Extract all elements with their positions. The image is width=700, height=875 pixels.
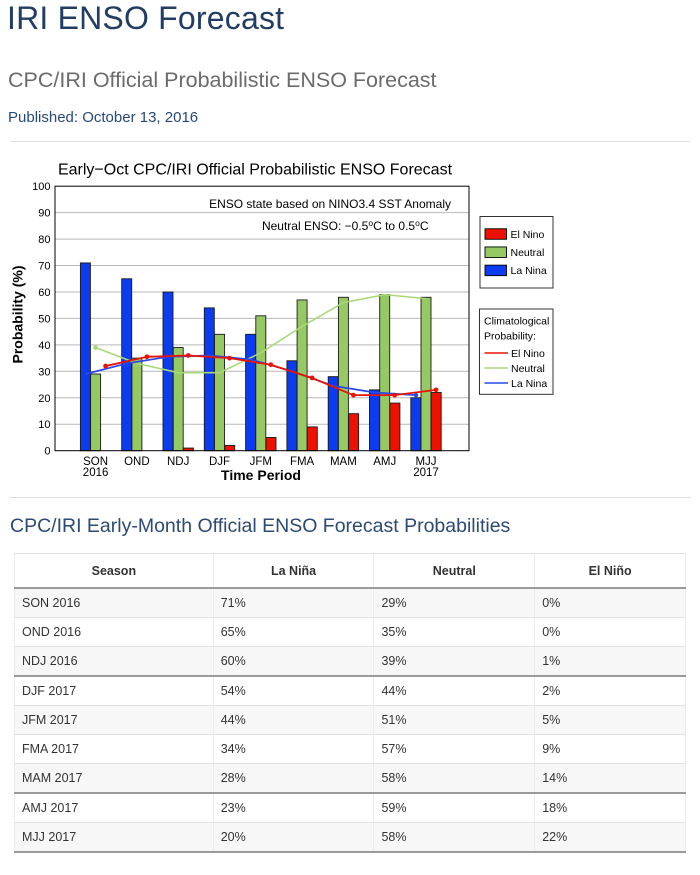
- svg-text:0: 0: [44, 446, 50, 458]
- svg-text:JFM: JFM: [250, 456, 272, 468]
- svg-text:MAM: MAM: [330, 456, 357, 468]
- svg-text:70: 70: [38, 261, 50, 273]
- svg-text:SON: SON: [83, 456, 108, 468]
- svg-text:2016: 2016: [83, 467, 109, 479]
- svg-text:AMJ: AMJ: [373, 456, 396, 468]
- svg-text:40: 40: [38, 340, 50, 352]
- svg-text:OND: OND: [124, 456, 150, 468]
- svg-text:90: 90: [38, 208, 50, 220]
- svg-text:Time Period: Time Period: [221, 467, 301, 483]
- svg-text:MJJ: MJJ: [415, 456, 436, 468]
- svg-text:NDJ: NDJ: [167, 456, 189, 468]
- svg-text:Neutral: Neutral: [511, 247, 545, 259]
- svg-text:60: 60: [38, 287, 50, 299]
- svg-text:10: 10: [38, 419, 50, 431]
- svg-text:Probability:: Probability:: [484, 331, 536, 343]
- svg-text:El Nino: El Nino: [511, 348, 545, 360]
- svg-text:Neutral ENSO: −0.5oC to 0.5oC: Neutral ENSO: −0.5oC to 0.5oC: [262, 218, 429, 233]
- svg-text:50: 50: [38, 313, 50, 325]
- svg-text:El Nino: El Nino: [511, 229, 545, 241]
- svg-text:80: 80: [38, 234, 50, 246]
- svg-text:Climatological: Climatological: [484, 316, 549, 328]
- svg-text:FMA: FMA: [290, 456, 315, 468]
- svg-text:DJF: DJF: [209, 456, 230, 468]
- svg-text:Neutral: Neutral: [511, 363, 545, 375]
- svg-text:30: 30: [38, 366, 50, 378]
- svg-text:2017: 2017: [413, 467, 439, 479]
- svg-text:Early−Oct CPC/IRI Official Pro: Early−Oct CPC/IRI Official Probabilistic…: [58, 162, 453, 179]
- svg-text:20: 20: [38, 393, 50, 405]
- svg-text:ENSO state based on NINO3.4 SS: ENSO state based on NINO3.4 SST Anomaly: [209, 197, 451, 211]
- svg-text:La Nina: La Nina: [511, 265, 547, 277]
- svg-text:Probability (%): Probability (%): [10, 265, 26, 363]
- svg-text:La Nina: La Nina: [511, 378, 547, 390]
- svg-text:100: 100: [32, 181, 50, 193]
